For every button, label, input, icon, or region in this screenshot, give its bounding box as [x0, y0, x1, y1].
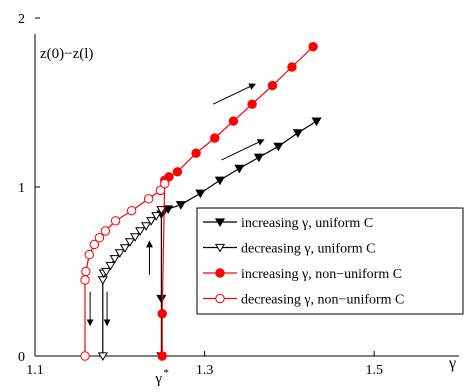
- legend-label: increasing γ, non−uniform C: [241, 267, 402, 282]
- data-point: [80, 351, 90, 361]
- data-point: [175, 201, 186, 210]
- data-point: [253, 153, 264, 163]
- data-point: [97, 276, 108, 285]
- series-4: [80, 178, 170, 361]
- legend-marker: [215, 268, 225, 278]
- data-point: [157, 309, 167, 319]
- legend-label: decreasing γ, uniform C: [241, 242, 375, 257]
- series-line: [84, 183, 166, 356]
- series-layer: [80, 42, 322, 361]
- data-point: [273, 142, 284, 152]
- gamma-star-label: γ: [154, 371, 162, 387]
- data-point: [110, 216, 121, 226]
- data-point: [172, 167, 183, 177]
- data-point: [80, 275, 90, 285]
- data-point: [267, 80, 278, 91]
- arrow-annotation: [212, 83, 257, 105]
- legend-marker: [214, 243, 226, 253]
- series-3: [157, 42, 318, 361]
- gamma-star-superscript: *: [163, 367, 169, 379]
- data-point: [195, 189, 206, 199]
- y-axis-label: z(0)−z(l): [40, 46, 93, 62]
- data-point: [151, 212, 162, 221]
- y-tick-label: 1: [18, 181, 25, 196]
- ticks: 1.1 1.3 1.5 0 1 2: [18, 12, 383, 378]
- data-point: [156, 206, 167, 215]
- data-point: [143, 194, 154, 204]
- data-point: [155, 185, 166, 196]
- data-point: [141, 222, 152, 231]
- data-point: [210, 133, 220, 143]
- legend-marker: [214, 218, 226, 227]
- legend-item: decreasing γ, uniform C: [203, 242, 375, 257]
- data-point: [101, 267, 112, 277]
- data-point: [292, 129, 303, 138]
- legend-label: increasing γ, uniform C: [241, 216, 373, 231]
- y-tick-label: 0: [18, 350, 25, 365]
- legend-label: decreasing γ, non−uniform C: [241, 293, 404, 308]
- data-point: [214, 176, 225, 186]
- series-2: [97, 206, 167, 361]
- data-point: [124, 238, 136, 247]
- data-point: [163, 205, 174, 214]
- data-point: [105, 261, 116, 271]
- data-point: [100, 226, 111, 236]
- data-point: [287, 62, 297, 72]
- data-point: [308, 42, 318, 52]
- data-point: [89, 239, 100, 250]
- data-point: [135, 227, 146, 236]
- data-point: [191, 148, 201, 158]
- data-point: [164, 172, 174, 182]
- annotation-layer: γ *: [86, 83, 265, 387]
- data-point: [311, 117, 322, 127]
- x-tick-label: 1.3: [196, 363, 214, 378]
- data-point: [81, 266, 91, 277]
- data-point: [97, 352, 108, 361]
- data-point: [119, 244, 130, 253]
- arrow-annotation: [221, 139, 265, 161]
- legend-item: decreasing γ, non−uniform C: [203, 293, 404, 308]
- x-axis-label: γ: [448, 355, 456, 372]
- legend-item: increasing γ, uniform C: [203, 216, 373, 231]
- data-point: [129, 233, 141, 242]
- legend: increasing γ, uniform C decreasing γ, uni…: [196, 207, 464, 315]
- data-point: [160, 178, 170, 189]
- data-point: [247, 99, 257, 109]
- legend-marker: [215, 293, 225, 304]
- data-point: [146, 217, 157, 226]
- data-point: [228, 116, 239, 126]
- legend-box: [196, 207, 464, 315]
- series-line: [102, 209, 162, 356]
- data-point: [114, 249, 125, 258]
- data-point: [156, 294, 167, 304]
- data-point: [109, 255, 120, 264]
- x-tick-label: 1.5: [365, 363, 383, 378]
- data-point: [157, 351, 167, 361]
- x-tick-label: 1.1: [26, 363, 44, 378]
- y-tick-label: 2: [18, 12, 25, 27]
- data-point: [126, 205, 137, 216]
- data-point: [94, 233, 105, 243]
- legend-item: increasing γ, non−uniform C: [203, 267, 402, 282]
- data-point: [84, 249, 94, 260]
- data-point: [234, 164, 245, 174]
